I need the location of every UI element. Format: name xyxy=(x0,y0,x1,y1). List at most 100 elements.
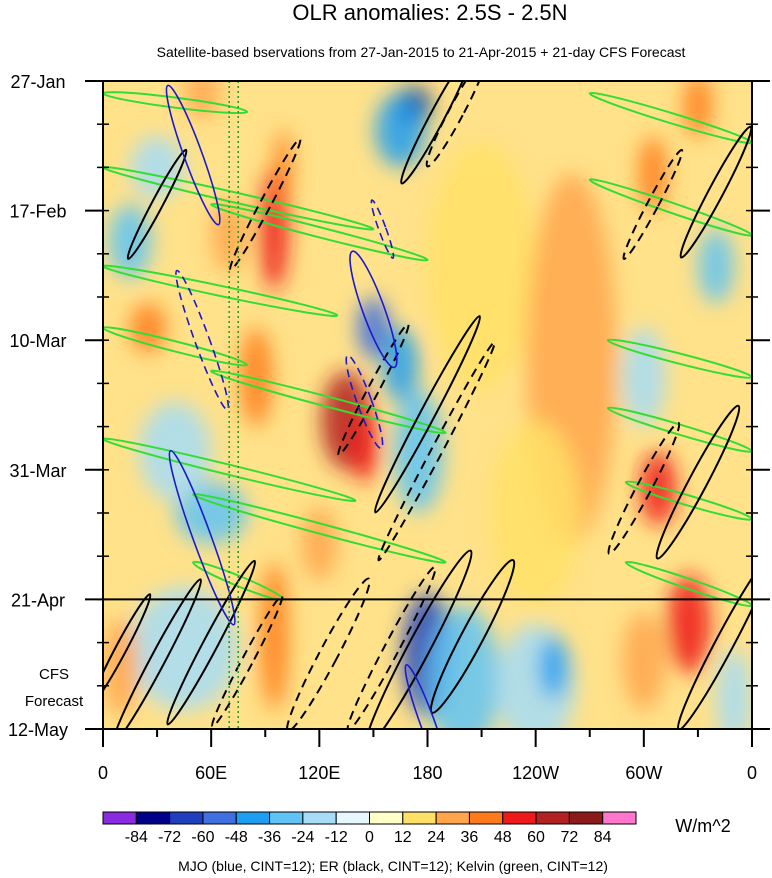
colorbar-swatch xyxy=(202,811,237,825)
colorbar-swatch xyxy=(302,811,337,825)
y-tick-label: 31-Mar xyxy=(9,461,66,481)
olr-anomaly-blob xyxy=(382,327,419,402)
er-contour xyxy=(103,593,152,705)
kelvin-contour xyxy=(588,178,752,237)
colorbar-label: 12 xyxy=(394,829,412,846)
colorbar-swatch xyxy=(235,811,271,825)
colorbar-label: 60 xyxy=(527,829,545,846)
colorbar-swatch xyxy=(369,811,404,825)
colorbar-label: 0 xyxy=(365,829,374,846)
x-tick-label: 180 xyxy=(412,763,442,783)
kelvin-contour xyxy=(606,406,752,453)
olr-anomaly-blob xyxy=(184,81,221,119)
y-tick-label: 17-Feb xyxy=(9,202,66,222)
kelvin-contour xyxy=(210,203,429,262)
colorbar-label: -12 xyxy=(325,829,348,846)
colorbar-label: -72 xyxy=(158,829,181,846)
forecast-label-line1: CFS xyxy=(39,666,69,683)
colorbar: -84 -72 -60 -48 -36 -24 -12 0 12 24 36 48 60 72 84 xyxy=(102,811,637,846)
olr-anomaly-blob xyxy=(393,389,444,513)
er-contour xyxy=(346,565,437,729)
colorbar-swatch xyxy=(135,811,171,825)
x-tick-label: 120W xyxy=(512,763,559,783)
er-contour xyxy=(655,404,741,560)
colorbar-units: W/m^2 xyxy=(675,816,730,836)
olr-anomaly-blob xyxy=(130,587,239,711)
x-tick-label: 0 xyxy=(98,763,108,783)
mjo-contour xyxy=(345,354,384,450)
colorbar-label: 48 xyxy=(494,829,512,846)
forecast-label-line2: Forecast xyxy=(25,693,84,710)
colorbar-swatch xyxy=(335,811,370,825)
chart-title: OLR anomalies: 2.5S - 2.5N xyxy=(292,0,567,25)
er-contour xyxy=(377,341,496,562)
colorbar-label: 36 xyxy=(461,829,479,846)
colorbar-label: 72 xyxy=(560,829,578,846)
er-contour xyxy=(622,148,684,260)
colorbar-label: -84 xyxy=(125,829,148,846)
y-tick-label: 12-May xyxy=(8,720,68,740)
mjo-contour xyxy=(349,250,398,369)
colorbar-label: 24 xyxy=(427,829,445,846)
colorbar-label: 84 xyxy=(594,829,612,846)
er-contour xyxy=(679,125,752,259)
kelvin-contour xyxy=(624,560,752,608)
olr-anomaly-blob xyxy=(375,93,426,168)
kelvin-contour xyxy=(210,369,447,435)
x-tick-label: 60W xyxy=(625,763,662,783)
er-contour xyxy=(676,554,752,729)
kelvin-contour xyxy=(624,480,752,521)
olr-anomaly-blob xyxy=(274,130,293,205)
olr-anomaly-blob xyxy=(539,636,569,699)
olr-anomaly-blob xyxy=(622,611,666,711)
colorbar-swatch xyxy=(502,811,537,825)
colorbar-swatch xyxy=(102,811,137,825)
olr-anomaly-blob xyxy=(638,136,668,211)
olr-anomaly-blob xyxy=(130,303,167,353)
mjo-contour xyxy=(165,84,221,226)
colorbar-label: -60 xyxy=(191,829,214,846)
kelvin-contour xyxy=(103,166,375,231)
colorbar-swatch xyxy=(402,811,437,825)
colorbar-swatch xyxy=(468,811,504,825)
colorbar-swatch xyxy=(435,811,470,825)
y-tick-label: 21-Apr xyxy=(11,590,65,610)
olr-anomaly-blob xyxy=(240,327,273,427)
y-tick-label: 27-Jan xyxy=(10,72,65,92)
olr-anomaly-blob xyxy=(640,451,677,526)
colorbar-label: -24 xyxy=(291,829,314,846)
olr-anomaly-blob xyxy=(715,648,752,729)
x-tick-label: 60E xyxy=(195,763,227,783)
colorbar-swatch xyxy=(169,811,204,825)
colorbar-swatch xyxy=(535,811,570,825)
colorbar-label: -48 xyxy=(225,829,248,846)
olr-anomaly-blob xyxy=(490,420,581,606)
kelvin-contour xyxy=(192,493,447,564)
olr-anomaly-blob xyxy=(622,327,666,427)
colorbar-swatch xyxy=(602,811,637,825)
olr-anomaly-blob xyxy=(301,506,338,581)
mjo-contour xyxy=(168,449,236,626)
er-contour xyxy=(364,549,473,729)
olr-anomaly-blob xyxy=(427,142,536,390)
olr-anomaly-blob xyxy=(427,605,500,729)
y-tick-label: 10-Mar xyxy=(9,331,66,351)
mjo-contour xyxy=(175,269,230,411)
er-contour xyxy=(286,577,371,729)
plot-area xyxy=(102,80,753,730)
olr-anomaly-blob xyxy=(259,562,289,711)
olr-anomaly-blob xyxy=(357,297,390,359)
mjo-contour xyxy=(404,663,451,729)
er-contour xyxy=(373,315,482,514)
olr-anomaly-blob xyxy=(130,136,185,199)
er-contour xyxy=(607,421,681,555)
colorbar-label: -36 xyxy=(258,829,281,846)
x-tick-label: 120E xyxy=(298,763,340,783)
colorbar-swatch xyxy=(568,811,604,825)
colorbar-swatch xyxy=(269,811,304,825)
x-tick-label: 0 xyxy=(747,763,757,783)
chart-subtitle: Satellite-based bservations from 27-Jan-… xyxy=(157,44,686,60)
er-contour xyxy=(126,148,188,260)
legend-text: MJO (blue, CINT=12); ER (black, CINT=12)… xyxy=(178,858,608,874)
